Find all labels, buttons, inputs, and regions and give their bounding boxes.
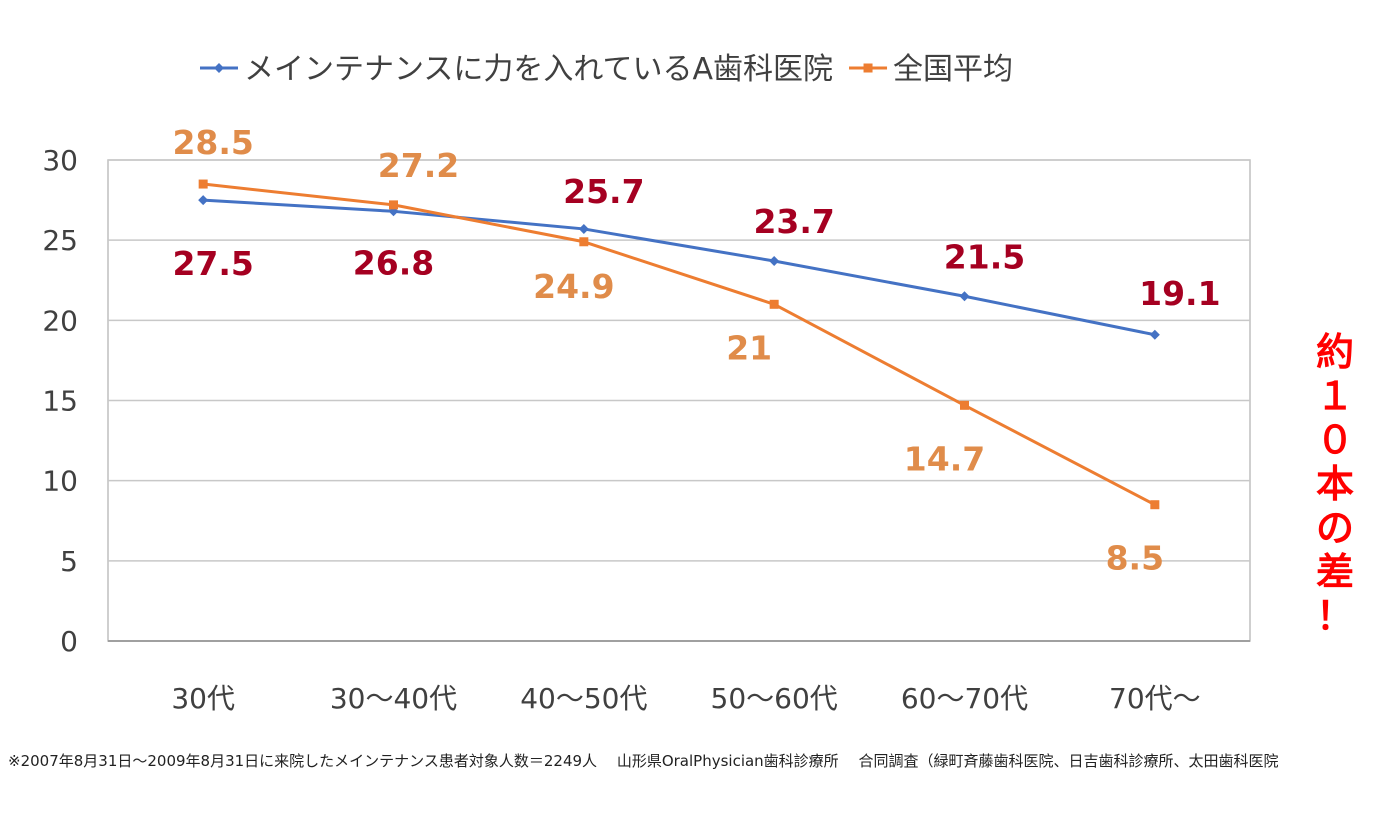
y-tick-label: 20 — [42, 304, 78, 337]
difference-annotation: 約 １ ０ 本 の 差 ！ — [1315, 330, 1354, 638]
legend-marker — [863, 63, 873, 73]
data-label: 27.2 — [378, 146, 459, 185]
series-line-0 — [203, 198, 1156, 337]
data-label: 21.5 — [944, 237, 1025, 276]
data-label: 24.9 — [533, 267, 614, 306]
data-label: 19.1 — [1139, 274, 1220, 313]
x-tick-label: 40～50代 — [520, 682, 647, 715]
data-point — [1149, 329, 1160, 340]
series-line-1 — [203, 182, 1156, 507]
data-label: 23.7 — [753, 202, 834, 241]
x-tick-label: 60～70代 — [901, 682, 1028, 715]
y-axis: 0 5 10 15 20 25 30 — [42, 144, 78, 658]
x-tick-label: 30～40代 — [330, 682, 457, 715]
x-tick-label: 70代～ — [1109, 682, 1201, 715]
footnote: ※2007年8月31日～2009年8月31日に来院したメインテナンス患者対象人数… — [8, 752, 1279, 770]
data-label: 26.8 — [353, 243, 434, 282]
data-label: 28.5 — [172, 123, 253, 162]
series-lines — [198, 179, 1160, 510]
y-tick-label: 30 — [42, 144, 78, 177]
data-point — [578, 223, 589, 234]
y-tick-label: 0 — [60, 625, 78, 658]
data-point — [959, 291, 970, 302]
data-point — [389, 200, 398, 210]
data-label: 8.5 — [1106, 539, 1164, 578]
data-label: 14.7 — [904, 439, 985, 478]
y-tick-label: 15 — [42, 385, 78, 418]
legend-marker — [214, 63, 224, 73]
gridlines — [107, 159, 1251, 642]
y-tick-label: 5 — [60, 545, 78, 578]
data-point — [198, 195, 209, 206]
x-tick-label: 50～60代 — [711, 682, 838, 715]
data-label: 27.5 — [172, 244, 253, 283]
x-tick-label: 30代 — [171, 682, 235, 715]
legend-label: メインテナンスに力を入れているA歯科医院 — [244, 52, 833, 87]
y-tick-label: 25 — [42, 224, 78, 257]
data-label: 25.7 — [563, 172, 644, 211]
x-axis: 30代 30～40代 40～50代 50～60代 60～70代 70代～ — [171, 682, 1200, 715]
data-labels: 27.5 26.8 25.7 23.7 21.5 19.1 28.5 27.2 24.9 21 14… — [172, 123, 1220, 578]
data-point — [769, 299, 779, 309]
legend: メインテナンスに力を入れているA歯科医院 全国平均 — [200, 52, 1013, 87]
line-chart: メインテナンスに力を入れているA歯科医院 全国平均 0 5 10 15 20 25 30 30… — [42, 52, 1251, 715]
data-point — [960, 400, 969, 410]
y-tick-label: 10 — [42, 465, 78, 498]
data-point — [579, 237, 589, 247]
data-label: 21 — [726, 328, 772, 367]
data-point — [198, 179, 208, 189]
legend-label: 全国平均 — [893, 52, 1013, 87]
data-point — [769, 256, 780, 267]
data-point — [1150, 500, 1160, 510]
